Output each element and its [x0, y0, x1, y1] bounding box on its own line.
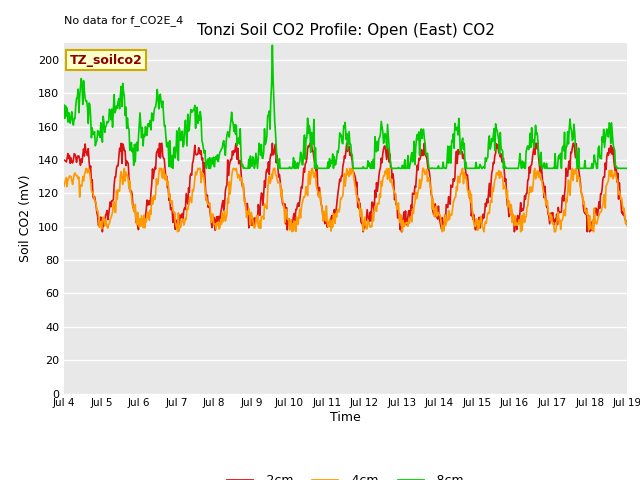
Text: TZ_soilco2: TZ_soilco2 [70, 54, 142, 67]
Legend: -2cm, -4cm, -8cm: -2cm, -4cm, -8cm [222, 469, 469, 480]
Y-axis label: Soil CO2 (mV): Soil CO2 (mV) [19, 175, 33, 262]
Title: Tonzi Soil CO2 Profile: Open (East) CO2: Tonzi Soil CO2 Profile: Open (East) CO2 [196, 23, 495, 38]
Text: No data for f_CO2E_4: No data for f_CO2E_4 [64, 15, 183, 26]
X-axis label: Time: Time [330, 411, 361, 424]
